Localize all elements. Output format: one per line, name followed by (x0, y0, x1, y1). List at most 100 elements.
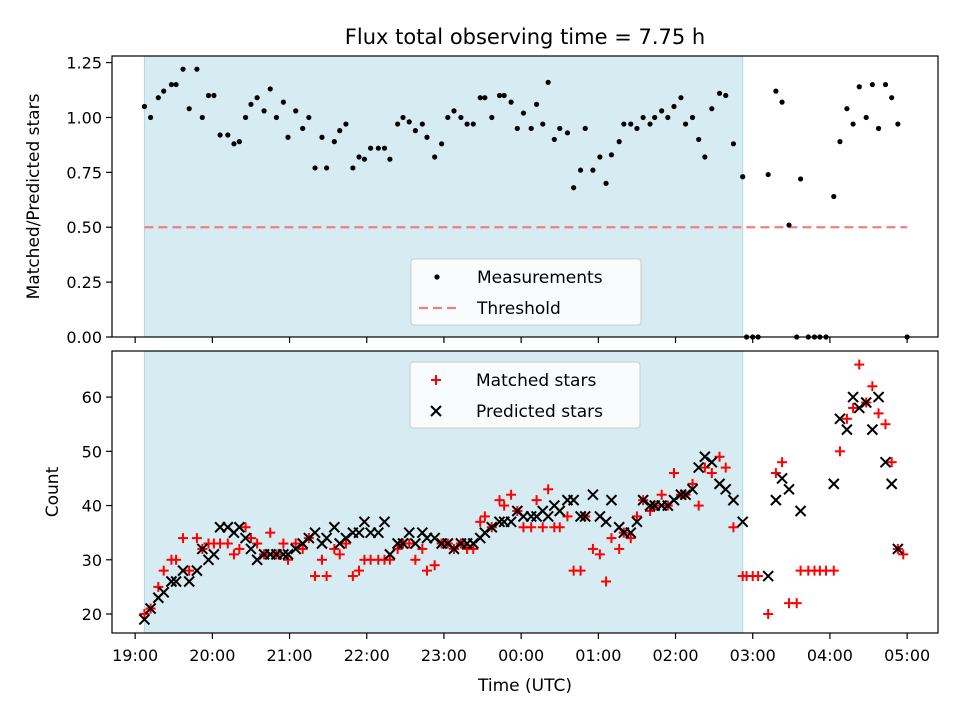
measurement-point (368, 145, 374, 151)
matched-point (184, 565, 195, 576)
predicted-point-b (847, 391, 859, 403)
predicted-point-b (442, 537, 454, 550)
measurement-point (765, 171, 771, 178)
predicted-point (372, 526, 385, 539)
y-tick-label: 30 (82, 551, 102, 570)
measurement-point (300, 125, 306, 132)
predicted-point-b (828, 478, 840, 490)
predicted-point (467, 537, 479, 550)
predicted-point-b (372, 526, 385, 539)
legend: Matched stars Predicted stars (409, 361, 641, 429)
y-tick-label: 0.75 (66, 163, 102, 182)
matched-point (834, 446, 845, 457)
matched-point (421, 565, 432, 576)
y-tick-label: 50 (82, 442, 102, 461)
predicted-point (762, 570, 774, 582)
measurement-point (603, 180, 609, 186)
measurement-point (496, 92, 503, 99)
predicted-point (834, 413, 846, 425)
predicted-point-b (353, 526, 365, 539)
measurement-point (557, 125, 563, 132)
predicted-point (158, 586, 170, 599)
predicted-point-b (511, 505, 523, 517)
predicted-point (282, 548, 294, 561)
predicted-point-b (834, 413, 846, 425)
matched-point (499, 500, 510, 511)
predicted-point-b (594, 510, 606, 523)
measurement-point (514, 125, 520, 132)
predicted-point (679, 489, 692, 501)
measurement-point (889, 95, 895, 101)
measurement-point (779, 99, 785, 105)
predicted-point-b (428, 532, 441, 544)
predicted-point (579, 510, 591, 523)
chart-title: Flux total observing time = 7.75 h (345, 25, 705, 49)
predicted-point-b (340, 532, 352, 544)
predicted-point (587, 489, 599, 501)
matched-point (240, 522, 251, 533)
measurement-point (141, 103, 148, 110)
predicted-point-b (290, 543, 302, 555)
matched-point (625, 533, 636, 544)
predicted-point-b (841, 423, 853, 436)
predicted-point (378, 516, 391, 528)
predicted-point (144, 602, 157, 615)
predicted-point-b (720, 483, 732, 495)
predicted-point-b (554, 505, 566, 517)
predicted-point (353, 526, 365, 539)
matched-point (656, 489, 667, 500)
y-tick-label: 1.00 (66, 108, 102, 127)
measurement-point (432, 154, 438, 160)
matched-point (631, 511, 642, 522)
matched-point (297, 543, 308, 554)
predicted-point (505, 516, 517, 528)
predicted-point (574, 510, 587, 523)
measurement-point (445, 114, 451, 121)
measurement-point (723, 92, 729, 99)
y-tick-label: 0.50 (66, 218, 102, 237)
x-tick-label: 04:00 (807, 646, 853, 665)
measurement-point (640, 114, 646, 121)
matched-point (234, 543, 245, 554)
predicted-point-b (605, 494, 618, 506)
measurement-point (168, 81, 175, 88)
measurement-point (882, 81, 889, 88)
x-tick-label: 23:00 (421, 646, 467, 665)
measurement-point (236, 139, 242, 145)
measurement-point (678, 95, 684, 101)
predicted-point-b (613, 521, 625, 533)
predicted-point-b (277, 548, 290, 561)
predicted-point (403, 526, 415, 539)
matched-point (687, 478, 698, 489)
predicted-point (885, 478, 898, 490)
matched-point (506, 489, 517, 500)
y-axis-label: Matched/Predicted stars (24, 93, 44, 299)
predicted-point (170, 575, 182, 588)
predicted-point-b (208, 548, 220, 561)
predicted-point-b (686, 483, 699, 495)
measurement-point (395, 121, 401, 127)
measurement-point (375, 145, 381, 151)
predicted-point (384, 548, 396, 561)
predicted-point-b (282, 548, 294, 561)
predicted-point (847, 391, 859, 403)
y-axis-label: Count (43, 466, 63, 517)
predicted-point (567, 494, 580, 506)
predicted-point-b (384, 548, 396, 561)
predicted-point (675, 489, 687, 501)
predicted-point-b (542, 510, 554, 523)
predicted-point-b (170, 575, 182, 588)
matched-point (222, 538, 233, 549)
measurement-point (528, 125, 534, 132)
predicted-point (191, 564, 203, 577)
matched-point (265, 527, 276, 538)
matched-point (334, 549, 345, 560)
predicted-point (727, 494, 740, 506)
matched-point (706, 468, 717, 479)
matched-point (479, 511, 490, 522)
predicted-point-b (177, 564, 189, 577)
predicted-point-b (776, 472, 788, 485)
matched-point (841, 413, 852, 424)
x-tick-label: 19:00 (112, 646, 158, 665)
matched-point (329, 543, 340, 554)
